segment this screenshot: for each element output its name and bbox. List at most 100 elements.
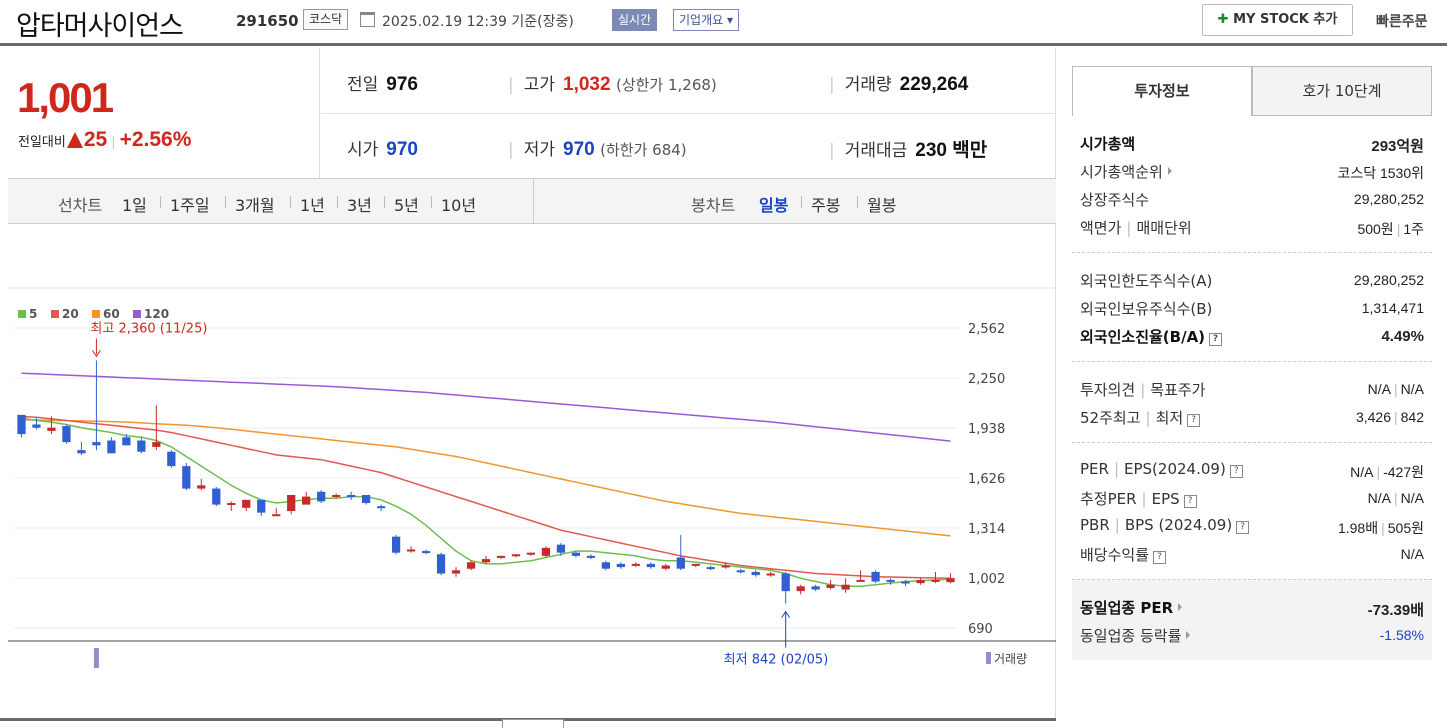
info-value-text: N/A bbox=[1367, 490, 1392, 506]
stock-code: 291650 bbox=[236, 12, 299, 30]
info-value-text: N/A bbox=[1400, 490, 1424, 506]
candle-body bbox=[92, 442, 101, 446]
info-group: 시가총액 293억원 시가총액순위 코스닥 1530위 상장주식수 29,280,252 액… bbox=[1072, 116, 1432, 253]
candle-body bbox=[916, 579, 925, 584]
candle-body bbox=[526, 552, 536, 555]
info-value-text: 1주 bbox=[1403, 221, 1424, 237]
info-key: 추정PER | EPS? bbox=[1080, 488, 1197, 509]
candle-body bbox=[751, 571, 760, 576]
info-key-label: 투자의견 bbox=[1080, 381, 1136, 399]
divider: | bbox=[1396, 221, 1401, 237]
candle-body bbox=[706, 567, 715, 570]
candle-monthly[interactable]: 월봉 bbox=[867, 196, 897, 215]
divider: | bbox=[1145, 409, 1151, 427]
mystock-label: MY STOCK 추가 bbox=[1233, 12, 1338, 27]
info-key: 52주최고 | 최저? bbox=[1080, 407, 1201, 428]
info-key-label: 액면가 bbox=[1080, 219, 1122, 237]
candle-body bbox=[856, 579, 865, 582]
candle-body bbox=[661, 565, 670, 569]
candle-body bbox=[62, 426, 71, 443]
candle-body bbox=[302, 496, 311, 505]
y-tick-label: 1,938 bbox=[968, 422, 1005, 437]
legend-swatch bbox=[133, 310, 141, 318]
help-icon[interactable]: ? bbox=[1229, 465, 1243, 478]
info-row: 외국인한도주식수(A) 29,280,252 bbox=[1080, 267, 1424, 295]
invest-info-panel: 투자정보 호가 10단계 시가총액 293억원 시가총액순위 코스닥 1530위 상장주… bbox=[1072, 66, 1432, 660]
volume-legend-label: 거래량 bbox=[994, 652, 1027, 666]
stat-high: | 고가 1,032 (상한가 1,268) bbox=[508, 74, 717, 95]
info-value: N/A | -427원 bbox=[1350, 462, 1424, 482]
calendar-icon bbox=[360, 12, 375, 27]
period-1d[interactable]: 1일 bbox=[122, 196, 147, 215]
legend-label: 5 bbox=[29, 307, 37, 321]
info-value-text: 3,426 bbox=[1355, 409, 1391, 425]
help-icon[interactable]: ? bbox=[1187, 414, 1201, 427]
help-icon[interactable]: ? bbox=[1183, 495, 1197, 508]
tab-invest-info[interactable]: 투자정보 bbox=[1072, 66, 1252, 116]
stat-prev: 전일 976 bbox=[347, 74, 418, 95]
quick-order-link[interactable]: 빠른주문 bbox=[1376, 14, 1428, 30]
candle-body bbox=[451, 570, 461, 574]
candle-body bbox=[796, 586, 805, 592]
info-row: 액면가 | 매매단위 500원 | 1주 bbox=[1080, 214, 1424, 242]
y-tick-label: 1,626 bbox=[968, 472, 1005, 487]
divider: | bbox=[1394, 381, 1398, 397]
help-icon[interactable]: ? bbox=[1153, 551, 1167, 564]
chart-expand-tab[interactable] bbox=[502, 719, 564, 728]
candle-body bbox=[137, 440, 146, 452]
info-key: 시가총액 bbox=[1080, 133, 1135, 154]
help-icon[interactable]: ? bbox=[1209, 333, 1223, 346]
legend-label: 20 bbox=[62, 307, 79, 321]
period-1y[interactable]: 1년 bbox=[300, 196, 325, 215]
info-key: 투자의견 | 목표주가 bbox=[1080, 379, 1205, 400]
candle-body bbox=[676, 557, 685, 569]
realtime-button[interactable]: 실시간 bbox=[612, 9, 658, 31]
divider: | bbox=[1126, 219, 1132, 237]
info-key: 액면가 | 매매단위 bbox=[1080, 217, 1192, 238]
info-value: 29,280,252 bbox=[1354, 272, 1424, 288]
info-row: 동일업종 PER -73.39배 bbox=[1080, 594, 1424, 622]
info-row: 외국인소진율(B/A)? 4.49% bbox=[1080, 323, 1424, 351]
legend-swatch bbox=[92, 310, 100, 318]
candle-body bbox=[32, 424, 41, 428]
info-value-text: -427원 bbox=[1383, 464, 1424, 480]
candle-body bbox=[17, 414, 26, 435]
change-amount: 25 bbox=[83, 128, 108, 151]
candle-body bbox=[272, 514, 281, 517]
period-10y[interactable]: 10년 bbox=[441, 196, 477, 215]
candle-body bbox=[841, 584, 850, 590]
company-info-dropdown[interactable]: 기업개요 ▾ bbox=[673, 9, 739, 31]
price-chart[interactable]: 2,562 2,250 1,938 1,626 1,314 1,002 690 5 20 60 12… bbox=[8, 228, 1056, 668]
info-key-label: 동일업종 PER bbox=[1080, 599, 1174, 617]
tab-orderbook[interactable]: 호가 10단계 bbox=[1252, 66, 1432, 116]
period-3m[interactable]: 3개월 bbox=[235, 196, 275, 215]
info-value: 3,426 | 842 bbox=[1356, 409, 1424, 425]
period-5y[interactable]: 5년 bbox=[394, 196, 419, 215]
candle-body bbox=[781, 573, 790, 592]
info-row: 52주최고 | 최저? 3,426 | 842 bbox=[1080, 404, 1424, 432]
up-triangle-icon bbox=[66, 132, 83, 148]
candle-daily[interactable]: 일봉 bbox=[759, 196, 789, 215]
high-arrow-head bbox=[91, 350, 101, 358]
info-key: 외국인보유주식수(B) bbox=[1080, 298, 1212, 319]
add-mystock-button[interactable]: ✚ MY STOCK 추가 bbox=[1202, 4, 1353, 36]
price-stats: 전일 976 | 고가 1,032 (상한가 1,268) | 거래량 229,264 시… bbox=[321, 48, 1056, 178]
current-price: 1,001 bbox=[17, 74, 114, 121]
candle-body bbox=[616, 563, 625, 568]
info-value-text: 4.49% bbox=[1381, 328, 1424, 345]
ma60-line bbox=[21, 418, 951, 537]
candle-weekly[interactable]: 주봉 bbox=[811, 196, 841, 215]
info-key-label: 상장주식수 bbox=[1080, 191, 1150, 209]
info-value: 1,314,471 bbox=[1362, 300, 1424, 316]
help-icon[interactable]: ? bbox=[1236, 521, 1250, 534]
period-3y[interactable]: 3년 bbox=[347, 196, 372, 215]
info-key-label: 52주최고 bbox=[1080, 409, 1141, 427]
divider: | bbox=[1141, 490, 1147, 508]
candle-body bbox=[691, 563, 700, 566]
legend-swatch bbox=[51, 310, 59, 318]
candle-body bbox=[511, 554, 521, 557]
candle-body bbox=[122, 437, 131, 446]
period-1w[interactable]: 1주일 bbox=[170, 196, 210, 215]
candle-body bbox=[107, 440, 116, 454]
divider: | bbox=[1113, 460, 1120, 478]
